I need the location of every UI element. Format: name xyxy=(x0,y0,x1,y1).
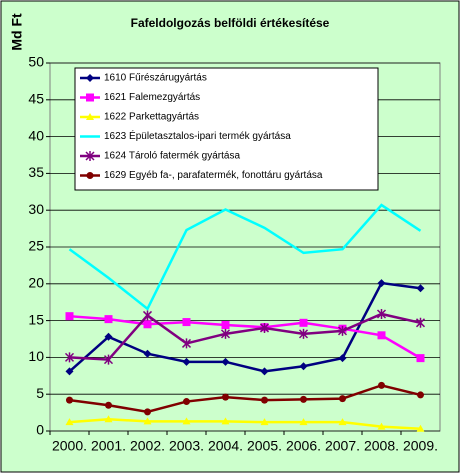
y-tick-label: 50 xyxy=(28,54,44,70)
marker xyxy=(64,352,75,363)
series-line xyxy=(69,384,421,414)
marker xyxy=(259,322,270,333)
legend-label: 1621 Falemezgyártás xyxy=(104,92,200,103)
marker xyxy=(85,151,95,161)
marker xyxy=(66,396,73,404)
marker xyxy=(183,398,190,406)
y-tick-label: 15 xyxy=(28,311,44,327)
marker xyxy=(299,318,308,327)
y-tick-label: 40 xyxy=(28,127,44,143)
marker xyxy=(299,362,308,371)
marker xyxy=(86,113,94,120)
y-tick-label: 5 xyxy=(36,385,44,401)
legend xyxy=(74,67,379,191)
x-tick-label: 2003. xyxy=(169,438,204,454)
marker xyxy=(376,308,387,319)
marker xyxy=(260,418,269,426)
marker xyxy=(378,381,385,389)
marker xyxy=(416,424,425,432)
y-tick-label: 0 xyxy=(36,422,44,438)
marker xyxy=(142,310,153,321)
marker xyxy=(377,422,386,430)
marker xyxy=(261,396,268,404)
x-tick-label: 2009. xyxy=(403,438,438,454)
chart-title: Fafeldolgozás belföldi értékesítése xyxy=(131,16,330,30)
marker xyxy=(86,74,94,82)
legend-label: 1623 Épületasztalos-ipari termék gyártás… xyxy=(104,129,291,142)
marker xyxy=(143,417,152,425)
y-tick-label: 25 xyxy=(28,238,44,254)
y-tick-label: 45 xyxy=(28,91,44,107)
x-tick-label: 2006. xyxy=(286,438,321,454)
marker xyxy=(104,332,113,341)
marker xyxy=(86,93,94,102)
series-line xyxy=(68,281,421,373)
marker xyxy=(222,393,229,401)
series-line xyxy=(69,314,422,360)
marker xyxy=(181,338,192,349)
marker xyxy=(377,331,386,340)
series-line xyxy=(68,203,422,311)
legend-label: 1622 Parkettagyártás xyxy=(104,112,199,123)
marker xyxy=(104,415,113,423)
series-line xyxy=(69,417,421,431)
marker xyxy=(417,391,424,399)
marker xyxy=(144,408,151,416)
x-tick-label: 2007. xyxy=(325,438,360,454)
marker xyxy=(339,395,346,403)
marker xyxy=(260,367,269,376)
series-line xyxy=(69,312,421,361)
marker xyxy=(65,312,74,321)
marker xyxy=(220,328,231,339)
legend-label: 1624 Tároló fatermék gyártása xyxy=(104,151,240,162)
y-tick-label: 10 xyxy=(28,348,44,364)
marker xyxy=(416,354,425,363)
x-tick-label: 2001. xyxy=(91,438,126,454)
marker xyxy=(377,279,386,288)
marker xyxy=(338,418,347,426)
marker xyxy=(103,354,114,365)
marker xyxy=(182,318,191,327)
marker xyxy=(221,357,230,366)
marker xyxy=(65,418,74,426)
x-tick-label: 2005. xyxy=(247,438,282,454)
marker xyxy=(299,418,308,426)
y-tick-label: 30 xyxy=(28,201,44,217)
x-tick-label: 2002. xyxy=(130,438,165,454)
x-tick-label: 2000. xyxy=(52,438,87,454)
marker xyxy=(182,417,191,425)
marker xyxy=(416,284,425,293)
marker xyxy=(182,357,191,366)
x-tick-label: 2008. xyxy=(364,438,399,454)
marker xyxy=(338,354,347,363)
marker xyxy=(104,315,113,324)
marker xyxy=(300,395,307,403)
marker xyxy=(221,417,230,425)
marker xyxy=(105,401,112,409)
marker xyxy=(65,367,74,376)
marker xyxy=(221,321,230,330)
marker xyxy=(298,328,309,339)
x-tick-label: 2004. xyxy=(208,438,243,454)
marker xyxy=(415,317,426,328)
legend-label: 1629 Egyéb fa-, parafatermék, fonottáru … xyxy=(104,170,323,181)
y-axis-label: Md Ft xyxy=(9,13,25,51)
marker xyxy=(86,172,94,179)
y-tick-label: 35 xyxy=(28,164,44,180)
y-tick-label: 20 xyxy=(28,275,44,291)
marker xyxy=(337,325,348,336)
marker xyxy=(143,320,152,329)
marker xyxy=(143,349,152,358)
legend-label: 1610 Fűrészárugyártás xyxy=(104,73,207,84)
